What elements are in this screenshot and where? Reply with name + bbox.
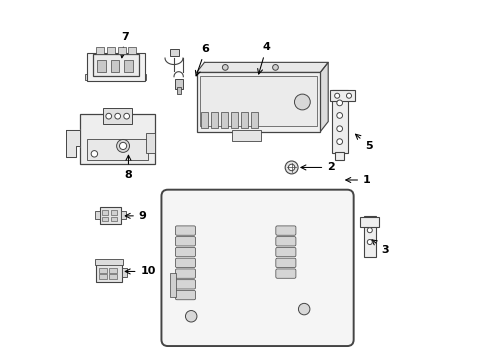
Circle shape bbox=[337, 100, 343, 106]
Text: 8: 8 bbox=[124, 155, 132, 180]
Circle shape bbox=[335, 93, 340, 98]
Circle shape bbox=[298, 303, 310, 315]
Bar bbox=[170, 49, 179, 56]
Bar bbox=[196, 72, 320, 132]
Circle shape bbox=[294, 94, 310, 110]
Text: 1: 1 bbox=[346, 175, 371, 185]
FancyBboxPatch shape bbox=[276, 247, 296, 257]
Circle shape bbox=[117, 139, 129, 152]
Bar bbox=[364, 216, 375, 257]
FancyBboxPatch shape bbox=[175, 269, 196, 278]
Circle shape bbox=[120, 142, 126, 149]
Bar bbox=[96, 258, 122, 265]
Circle shape bbox=[289, 164, 295, 171]
Bar bbox=[109, 267, 117, 273]
Bar bbox=[80, 114, 155, 164]
Text: 5: 5 bbox=[356, 134, 372, 151]
Text: 3: 3 bbox=[372, 240, 389, 255]
Text: 10: 10 bbox=[125, 266, 156, 276]
Bar bbox=[97, 60, 106, 72]
Bar bbox=[96, 262, 122, 282]
Bar bbox=[103, 108, 132, 125]
Bar bbox=[361, 217, 379, 226]
Circle shape bbox=[272, 64, 278, 70]
FancyBboxPatch shape bbox=[276, 237, 296, 246]
Bar bbox=[111, 60, 120, 72]
Bar bbox=[87, 139, 148, 160]
FancyBboxPatch shape bbox=[175, 226, 196, 235]
Bar bbox=[170, 273, 176, 297]
Circle shape bbox=[285, 161, 298, 174]
Bar bbox=[109, 274, 117, 279]
FancyBboxPatch shape bbox=[175, 280, 196, 289]
FancyBboxPatch shape bbox=[161, 190, 354, 346]
Circle shape bbox=[186, 311, 197, 322]
Text: 6: 6 bbox=[196, 44, 210, 76]
Bar bbox=[147, 134, 155, 153]
Bar bbox=[201, 112, 208, 128]
FancyBboxPatch shape bbox=[175, 237, 196, 246]
Bar bbox=[122, 211, 126, 220]
Bar bbox=[102, 217, 108, 221]
Bar bbox=[124, 60, 133, 72]
Bar bbox=[128, 46, 136, 54]
Bar bbox=[221, 112, 228, 128]
Bar bbox=[241, 112, 248, 128]
FancyBboxPatch shape bbox=[175, 258, 196, 267]
Polygon shape bbox=[66, 130, 80, 157]
FancyBboxPatch shape bbox=[276, 226, 296, 235]
FancyBboxPatch shape bbox=[175, 247, 196, 257]
Bar bbox=[231, 112, 238, 128]
FancyBboxPatch shape bbox=[175, 291, 196, 300]
Circle shape bbox=[337, 139, 343, 144]
Text: 9: 9 bbox=[125, 211, 147, 221]
Circle shape bbox=[222, 64, 228, 70]
Bar bbox=[96, 46, 104, 54]
Text: 2: 2 bbox=[301, 162, 335, 172]
Circle shape bbox=[346, 93, 351, 98]
Polygon shape bbox=[320, 62, 328, 132]
Bar bbox=[98, 267, 107, 273]
Bar bbox=[107, 46, 115, 54]
Bar bbox=[251, 112, 258, 128]
Circle shape bbox=[124, 113, 129, 119]
Bar bbox=[232, 130, 261, 140]
FancyBboxPatch shape bbox=[276, 269, 296, 278]
Circle shape bbox=[337, 126, 343, 132]
Text: 4: 4 bbox=[258, 42, 270, 74]
Bar bbox=[332, 90, 348, 153]
Circle shape bbox=[91, 150, 98, 157]
Bar bbox=[211, 112, 218, 128]
Bar bbox=[335, 152, 344, 159]
Bar bbox=[85, 74, 147, 80]
Bar bbox=[200, 76, 317, 126]
Circle shape bbox=[368, 228, 372, 233]
Bar bbox=[93, 54, 139, 76]
Bar bbox=[111, 210, 117, 215]
Bar bbox=[111, 217, 117, 221]
Circle shape bbox=[106, 113, 112, 119]
Bar bbox=[96, 211, 100, 220]
Bar bbox=[122, 268, 127, 277]
Bar bbox=[98, 274, 107, 279]
Polygon shape bbox=[196, 62, 328, 72]
Bar bbox=[175, 78, 183, 89]
Bar bbox=[330, 90, 355, 101]
Bar bbox=[118, 46, 125, 54]
Bar bbox=[177, 87, 181, 94]
Bar bbox=[102, 210, 108, 215]
Circle shape bbox=[337, 113, 343, 118]
Circle shape bbox=[368, 239, 372, 244]
Text: 7: 7 bbox=[120, 32, 129, 58]
Bar bbox=[87, 53, 145, 81]
Bar bbox=[100, 207, 122, 224]
Circle shape bbox=[115, 113, 121, 119]
FancyBboxPatch shape bbox=[276, 258, 296, 267]
